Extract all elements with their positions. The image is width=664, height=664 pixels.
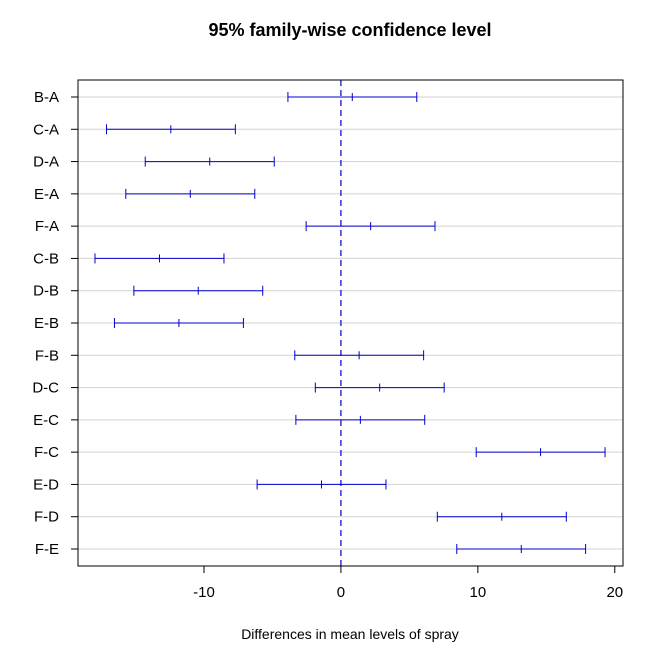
- x-tick-label-0: -10: [193, 584, 215, 601]
- interval-d-a: [144, 156, 275, 167]
- interval-c-a: [105, 124, 236, 135]
- interval-b-a: [287, 92, 418, 102]
- x-axis: -10 0 10 20: [193, 566, 623, 601]
- y-tick-label-f-d: F-D: [34, 509, 59, 526]
- y-axis: B-A C-A D-A E-A F-A C-B D-B E-B F-B D-C E-C F-C E-D F…: [32, 89, 78, 558]
- confidence-intervals: [94, 92, 606, 554]
- y-tick-label-d-c: D-C: [32, 380, 59, 397]
- interval-e-d: [256, 479, 387, 490]
- x-tick-label-3: 20: [606, 584, 623, 601]
- y-tick-label-e-a: E-A: [34, 186, 59, 203]
- y-tick-label-e-b: E-B: [34, 315, 59, 332]
- interval-f-d: [436, 511, 567, 522]
- interval-d-c: [314, 382, 445, 393]
- interval-d-b: [133, 285, 264, 296]
- interval-e-b: [113, 318, 244, 328]
- y-tick-label-e-d: E-D: [33, 476, 59, 493]
- y-tick-label-b-a: B-A: [34, 89, 59, 106]
- y-tick-label-c-b: C-B: [33, 250, 59, 267]
- interval-f-b: [294, 350, 425, 361]
- interval-c-b: [94, 253, 225, 264]
- y-tick-label-d-a: D-A: [33, 154, 59, 171]
- interval-f-c: [475, 447, 606, 458]
- y-tick-label-d-b: D-B: [33, 283, 59, 300]
- x-tick-label-2: 10: [470, 584, 487, 601]
- y-tick-label-f-c: F-C: [34, 444, 59, 461]
- interval-f-e: [456, 544, 587, 554]
- interval-e-a: [125, 188, 256, 199]
- interval-e-c: [295, 414, 426, 425]
- chart-title: 95% family-wise confidence level: [208, 20, 491, 40]
- y-tick-label-c-a: C-A: [33, 121, 59, 138]
- y-tick-label-f-b: F-B: [35, 347, 59, 364]
- x-tick-label-1: 0: [337, 584, 345, 601]
- y-tick-label-f-a: F-A: [35, 218, 59, 235]
- x-axis-title: Differences in mean levels of spray: [241, 626, 459, 642]
- y-tick-label-e-c: E-C: [33, 412, 59, 429]
- interval-f-a: [305, 221, 436, 232]
- y-tick-label-f-e: F-E: [35, 541, 59, 558]
